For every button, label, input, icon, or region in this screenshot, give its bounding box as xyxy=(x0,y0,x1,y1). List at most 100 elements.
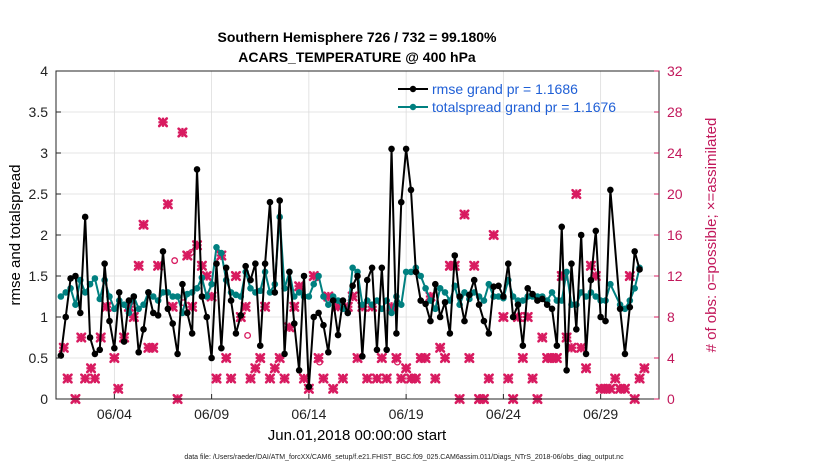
spread-point xyxy=(72,301,79,309)
spread-point xyxy=(247,285,254,292)
legend-marker-spread xyxy=(409,103,417,111)
rmse-point xyxy=(252,260,259,268)
rmse-point xyxy=(286,268,293,276)
spread-point xyxy=(334,297,342,304)
spread-point xyxy=(397,301,405,309)
rmse-point xyxy=(485,330,493,337)
obs-assimilated-marker xyxy=(410,373,421,384)
rmse-point xyxy=(417,297,425,304)
rmse-point xyxy=(383,346,390,354)
rmse-point xyxy=(256,342,264,350)
rmse-point xyxy=(329,297,337,304)
rmse-point xyxy=(592,227,600,235)
x-tick-label: 06/14 xyxy=(291,406,326,422)
x-axis-label: Jun.01,2018 00:00:00 start xyxy=(268,427,447,444)
spread-point xyxy=(548,289,556,296)
obs-assimilated-marker xyxy=(420,352,431,364)
rmse-point xyxy=(577,231,585,239)
spread-point xyxy=(402,268,410,276)
spread-point xyxy=(607,280,614,288)
rmse-point xyxy=(626,303,634,311)
spread-point xyxy=(315,272,322,280)
obs-assimilated-marker xyxy=(279,373,290,384)
rmse-point xyxy=(261,260,269,268)
rmse-point xyxy=(266,198,274,206)
rmse-point xyxy=(72,272,79,280)
rmse-point xyxy=(378,264,386,272)
rmse-point xyxy=(407,186,415,194)
spread-point xyxy=(407,268,415,276)
rmse-point xyxy=(504,260,512,268)
obs-assimilated-marker xyxy=(337,373,349,384)
rmse-point xyxy=(149,309,157,317)
spread-point xyxy=(169,293,177,300)
obs-assimilated-marker xyxy=(109,352,120,364)
rmse-point xyxy=(368,264,376,272)
obs-assimilated-marker xyxy=(396,373,407,384)
rmse-point xyxy=(145,289,152,296)
rmse-point xyxy=(490,283,497,290)
obs-assimilated-marker xyxy=(177,127,188,138)
rmse-point xyxy=(509,313,517,321)
spread-point xyxy=(135,305,142,313)
y-right-tick-label: 12 xyxy=(667,268,683,284)
rmse-point xyxy=(115,289,123,296)
obs-assimilated-marker xyxy=(639,363,650,374)
rmse-point xyxy=(305,383,313,391)
y-right-tick-label: 16 xyxy=(667,227,683,243)
rmse-point xyxy=(159,248,167,255)
spread-point xyxy=(203,293,211,300)
x-tick-label: 06/29 xyxy=(583,406,618,422)
spread-point xyxy=(422,285,429,292)
obs-assimilated-marker xyxy=(298,373,310,384)
spread-point xyxy=(417,272,425,280)
rmse-point xyxy=(397,198,405,206)
obs-assimilated-marker xyxy=(101,301,112,312)
spread-point xyxy=(349,264,356,272)
rmse-point xyxy=(198,293,206,300)
rmse-point xyxy=(96,346,104,354)
rmse-point xyxy=(456,293,463,300)
obs-assimilated-marker xyxy=(537,332,548,343)
rmse-point xyxy=(446,330,454,337)
rmse-point xyxy=(334,331,342,339)
rmse-point xyxy=(208,354,215,362)
obs-assimilated-marker xyxy=(133,260,144,271)
rmse-point xyxy=(77,309,84,317)
spread-point xyxy=(631,285,638,292)
obs-assimilated-marker xyxy=(148,342,159,353)
rmse-point xyxy=(529,290,536,298)
obs-assimilated-marker xyxy=(162,199,173,210)
legend-marker-rmse xyxy=(409,85,417,93)
rmse-point xyxy=(402,145,410,153)
obs-possible-marker xyxy=(244,332,252,339)
obs-assimilated-marker xyxy=(138,219,149,230)
rmse-point xyxy=(315,309,322,317)
spread-point xyxy=(120,301,128,309)
rmse-point xyxy=(597,313,604,321)
rmse-point xyxy=(120,338,128,345)
obs-assimilated-marker xyxy=(605,383,616,394)
obs-assimilated-marker xyxy=(85,363,97,374)
obs-assimilated-marker xyxy=(488,229,499,241)
spread-point xyxy=(81,289,89,296)
rmse-point xyxy=(320,321,327,329)
spread-point xyxy=(111,305,118,313)
obs-assimilated-marker xyxy=(376,352,387,364)
rmse-point xyxy=(548,305,556,313)
rmse-point xyxy=(271,289,279,296)
x-tick-label: 06/09 xyxy=(194,406,229,422)
spread-point xyxy=(432,305,439,313)
rmse-point xyxy=(222,264,230,272)
obs-assimilated-marker xyxy=(264,373,276,384)
y-right-tick-label: 0 xyxy=(667,391,675,407)
x-tick-label: 06/24 xyxy=(486,406,521,422)
spread-point xyxy=(325,301,332,309)
rmse-point xyxy=(344,309,352,317)
spread-point xyxy=(359,301,366,309)
spread-point xyxy=(218,249,225,257)
obs-assimilated-marker xyxy=(89,373,101,384)
axis-ticks: 06/04 06/09 06/14 06/19 06/24 06/29 0 0.5 1 1.5 2 2… xyxy=(29,63,683,422)
y-left-tick-label: 2.5 xyxy=(29,186,49,202)
obs-assimilated-marker xyxy=(113,383,124,394)
